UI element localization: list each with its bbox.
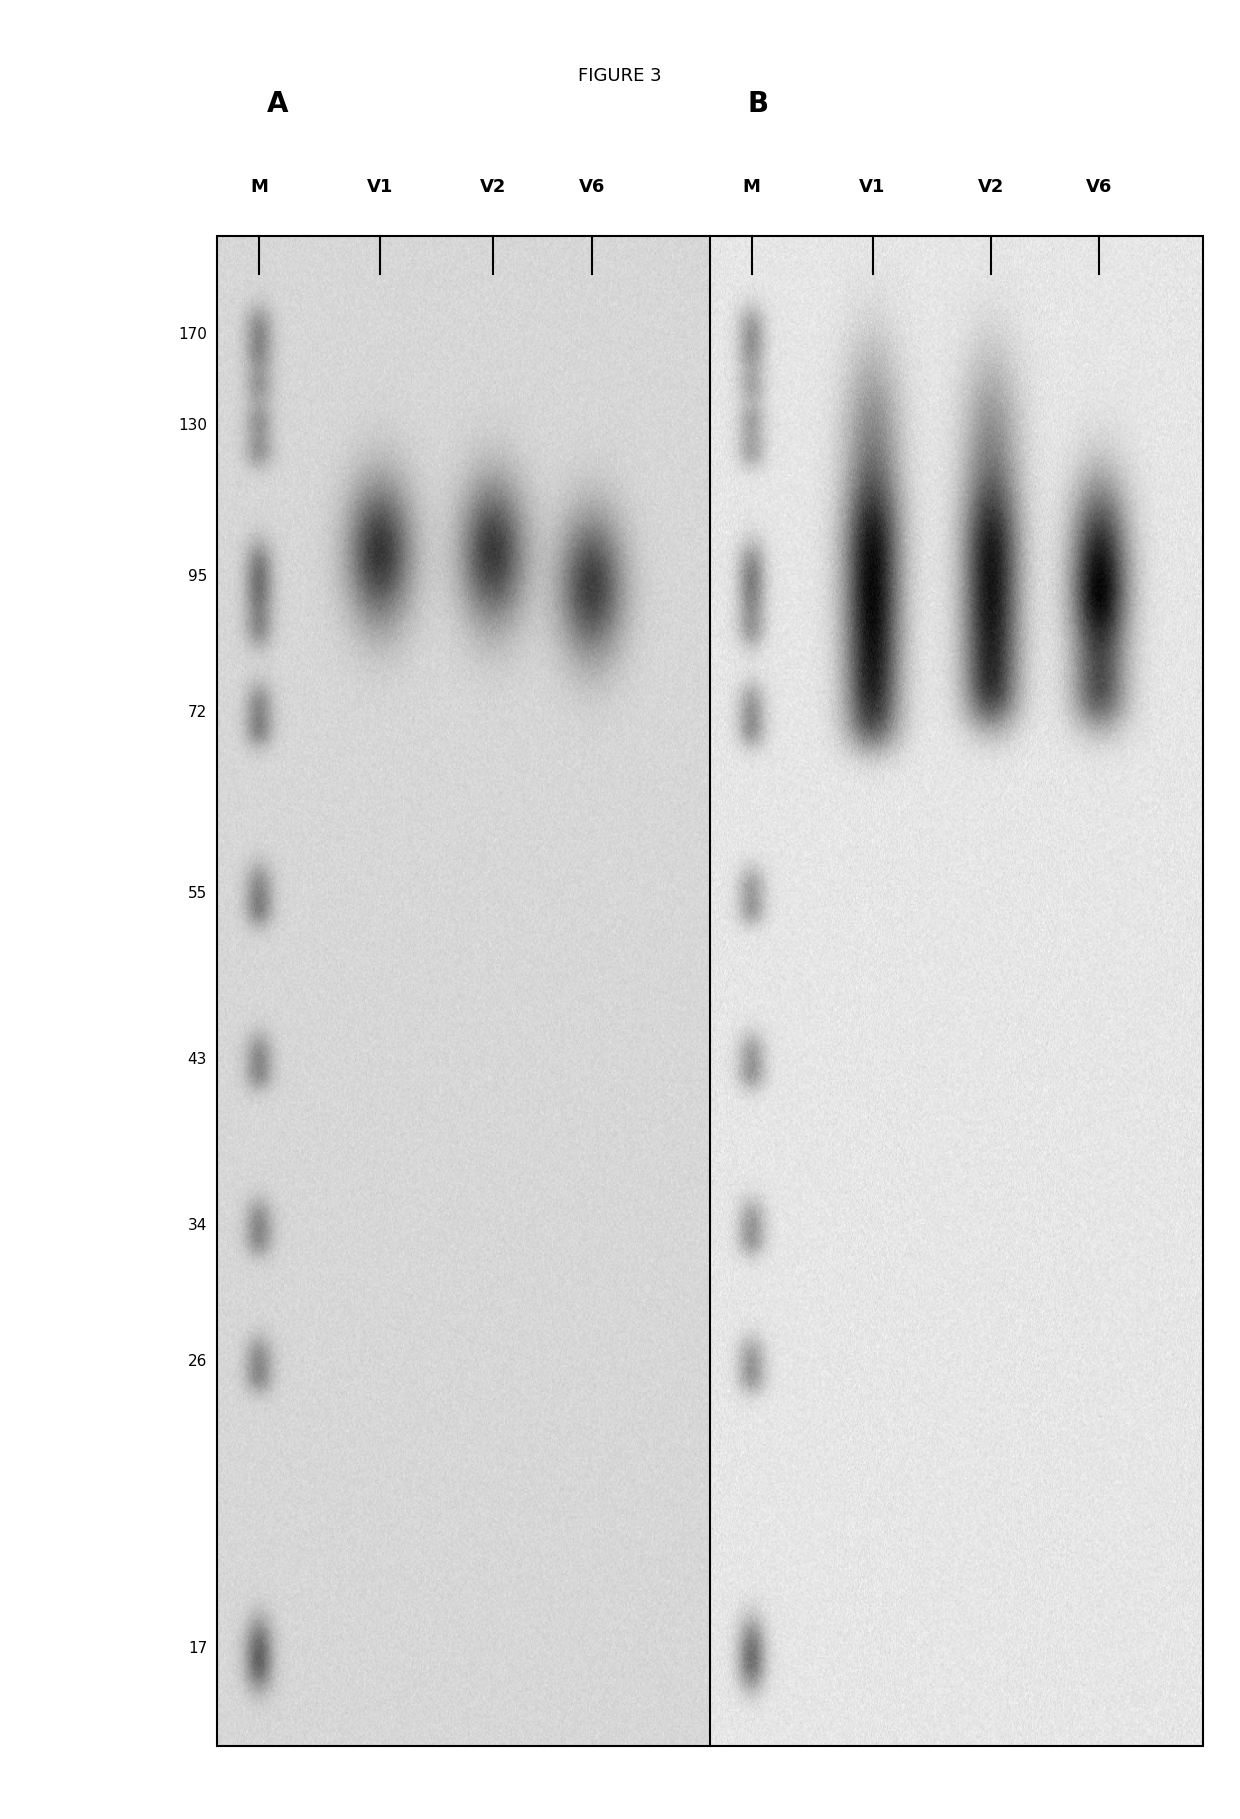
Text: B: B	[746, 91, 769, 118]
Text: 130: 130	[179, 418, 207, 433]
Text: M: M	[743, 178, 760, 196]
Text: 95: 95	[187, 569, 207, 584]
Text: V6: V6	[578, 178, 605, 196]
Text: FIGURE 3: FIGURE 3	[578, 67, 662, 85]
Text: 17: 17	[187, 1641, 207, 1655]
Text: 72: 72	[187, 704, 207, 720]
Text: M: M	[250, 178, 268, 196]
Text: 55: 55	[187, 886, 207, 900]
Text: 34: 34	[187, 1219, 207, 1233]
Text: V1: V1	[859, 178, 885, 196]
Text: 170: 170	[179, 327, 207, 342]
Text: V6: V6	[1086, 178, 1112, 196]
Text: A: A	[267, 91, 288, 118]
Text: 26: 26	[187, 1353, 207, 1368]
Text: V1: V1	[367, 178, 393, 196]
Text: V2: V2	[480, 178, 506, 196]
Text: 43: 43	[187, 1051, 207, 1066]
Text: V2: V2	[977, 178, 1004, 196]
